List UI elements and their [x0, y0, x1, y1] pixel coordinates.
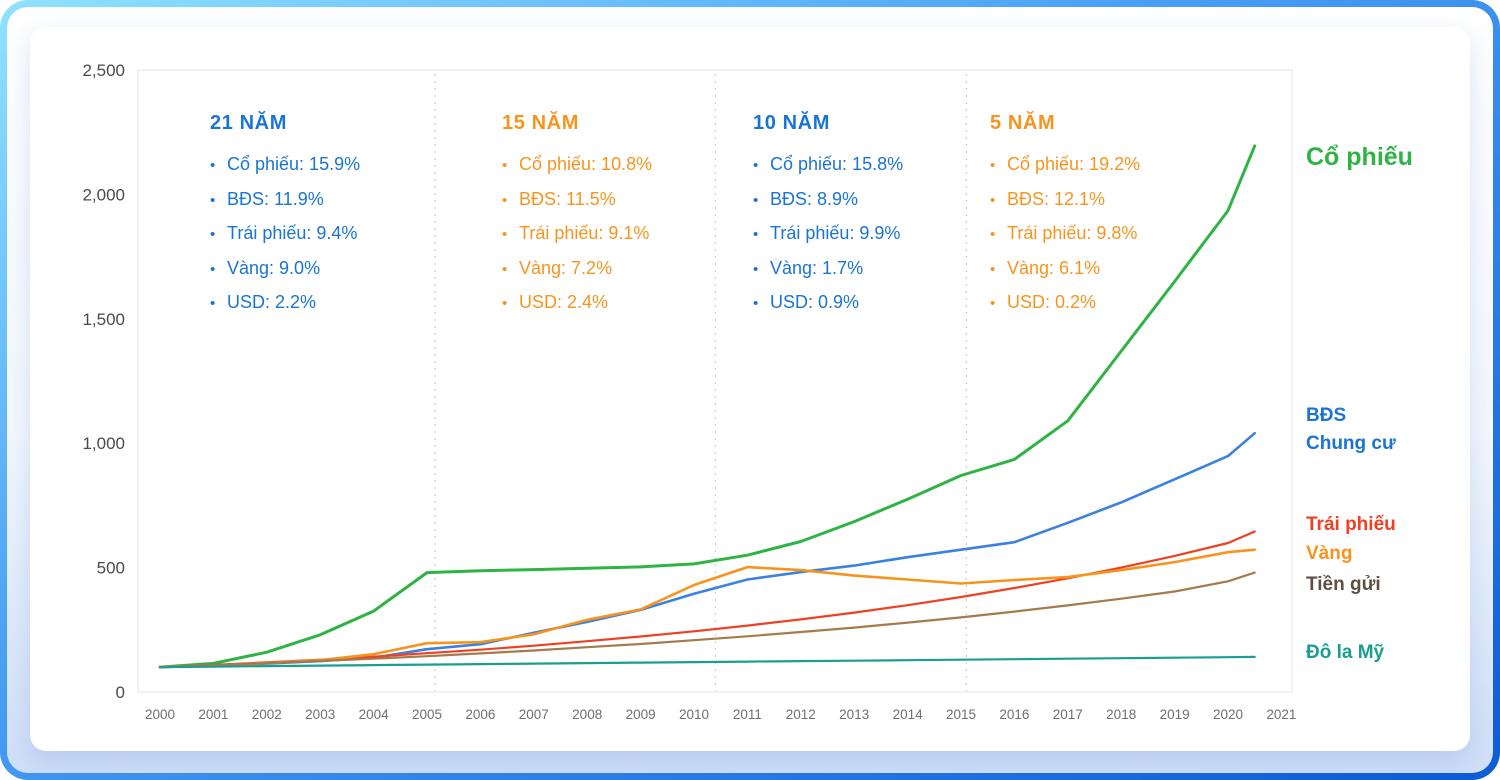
- y-axis-tick-label: 2,500: [82, 61, 125, 80]
- series-line-trai-phieu: [158, 530, 1256, 669]
- y-axis-tick-label: 0: [116, 683, 125, 702]
- x-axis-tick-label: 2003: [305, 707, 335, 722]
- returns-line-chart: 0 500 1,000 1,500 2,000 2,500 2000 2001 2002 2003…: [82, 61, 1296, 722]
- x-axis-tick-label: 2002: [252, 707, 282, 722]
- series-line-tien-gui: [158, 571, 1256, 669]
- x-axis-tick-label: 2008: [572, 707, 602, 722]
- x-axis-tick-label: 2020: [1213, 707, 1243, 722]
- x-axis-tick-label: 2000: [145, 707, 175, 722]
- x-axis-tick-label: 2014: [893, 707, 924, 722]
- x-axis-tick-label: 2021: [1266, 707, 1296, 722]
- series-line-vang: [158, 548, 1256, 669]
- y-axis-tick-label: 1,000: [82, 434, 125, 453]
- x-axis-tick-label: 2018: [1106, 707, 1136, 722]
- x-axis-tick-label: 2010: [679, 707, 709, 722]
- x-axis-tick-label: 2015: [946, 707, 976, 722]
- x-axis-tick-label: 2006: [465, 707, 495, 722]
- x-axis-tick-label: 2019: [1160, 707, 1190, 722]
- x-axis-tick-label: 2013: [839, 707, 869, 722]
- y-axis-tick-label: 500: [97, 559, 125, 578]
- x-axis-tick-label: 2001: [198, 707, 228, 722]
- y-axis-tick-label: 2,000: [82, 185, 125, 204]
- x-axis-tick-label: 2005: [412, 707, 442, 722]
- x-axis-tick-label: 2017: [1053, 707, 1083, 722]
- x-axis-tick-label: 2004: [359, 707, 390, 722]
- y-axis-tick-label: 1,500: [82, 310, 125, 329]
- series-line-do-la-my: [158, 655, 1256, 669]
- x-axis-tick-label: 2007: [519, 707, 549, 722]
- plot-frame: [137, 69, 1293, 693]
- x-axis-tick-label: 2009: [626, 707, 656, 722]
- x-axis-tick-label: 2011: [733, 707, 762, 722]
- chart-card: 0 500 1,000 1,500 2,000 2,500 2000 2001 2002 2003…: [30, 27, 1470, 751]
- series-line-co-phieu: [158, 144, 1257, 669]
- x-axis-tick-label: 2012: [786, 707, 816, 722]
- x-axis-tick-label: 2016: [999, 707, 1029, 722]
